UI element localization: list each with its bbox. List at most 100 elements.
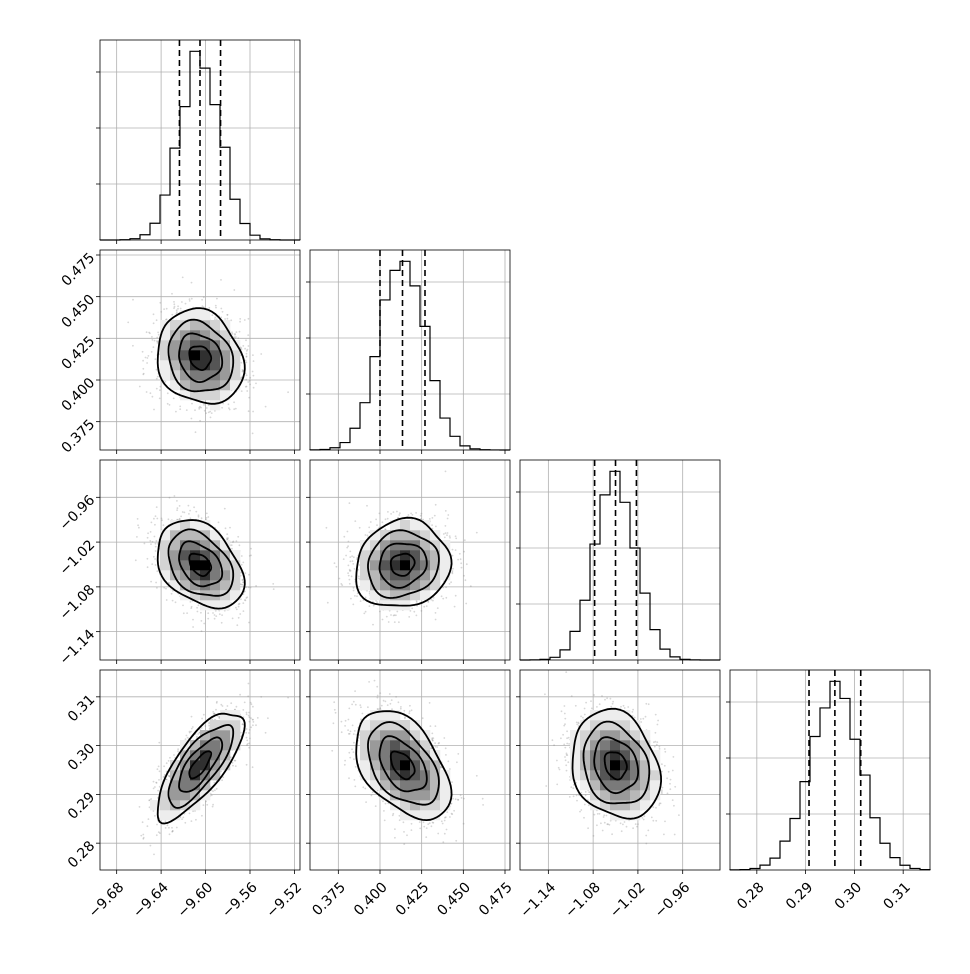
scatter-point xyxy=(137,524,140,527)
scatter-point xyxy=(200,517,203,520)
scatter-point xyxy=(154,542,157,545)
panel-3-3 xyxy=(726,669,931,874)
density-cell xyxy=(410,520,421,531)
scatter-point xyxy=(200,406,202,409)
scatter-point xyxy=(344,719,347,722)
scatter-point xyxy=(353,568,356,570)
density-cell xyxy=(410,780,421,791)
scatter-point xyxy=(189,517,192,520)
scatter-point xyxy=(428,702,431,704)
scatter-point xyxy=(442,841,445,844)
scatter-point xyxy=(240,348,243,351)
scatter-point xyxy=(457,558,459,561)
scatter-point xyxy=(146,357,149,359)
scatter-point xyxy=(163,774,166,776)
scatter-point xyxy=(428,518,431,520)
scatter-point xyxy=(195,510,198,513)
scatter-point xyxy=(146,536,149,539)
scatter-point xyxy=(376,685,379,688)
density-cell xyxy=(230,550,241,561)
scatter-point xyxy=(188,513,190,515)
scatter-point xyxy=(434,618,437,621)
scatter-point xyxy=(204,725,207,727)
scatter-point xyxy=(155,834,158,837)
scatter-point xyxy=(655,743,658,746)
scatter-point xyxy=(239,318,242,320)
density-cell xyxy=(390,730,401,741)
scatter-point xyxy=(244,599,247,602)
scatter-point xyxy=(240,376,243,379)
density-cell xyxy=(400,550,411,561)
scatter-point xyxy=(222,776,225,779)
density-cell xyxy=(160,810,171,821)
scatter-point xyxy=(647,703,650,706)
scatter-point xyxy=(215,787,218,790)
scatter-point xyxy=(233,759,236,762)
scatter-point xyxy=(149,531,152,533)
scatter-point xyxy=(587,827,589,830)
scatter-point xyxy=(239,320,242,323)
scatter-point xyxy=(379,708,381,710)
scatter-point xyxy=(138,806,141,808)
scatter-point xyxy=(387,511,389,513)
scatter-point xyxy=(203,409,206,412)
scatter-point xyxy=(190,727,193,730)
panel-frame xyxy=(519,669,721,871)
scatter-point xyxy=(420,610,423,612)
scatter-point xyxy=(582,716,584,719)
scatter-point xyxy=(596,824,598,827)
scatter-point xyxy=(175,410,177,413)
scatter-point xyxy=(235,606,237,609)
density-cell xyxy=(430,750,441,761)
density-cell xyxy=(200,550,211,561)
scatter-point xyxy=(462,822,465,825)
density-cell xyxy=(180,550,191,561)
scatter-point xyxy=(214,318,216,320)
density-cell xyxy=(390,710,401,721)
scatter-point xyxy=(151,336,153,338)
density-cell xyxy=(650,780,661,791)
scatter-point xyxy=(165,307,168,310)
scatter-point xyxy=(384,802,387,805)
density-cell xyxy=(590,730,601,741)
scatter-point xyxy=(423,825,426,828)
density-cell xyxy=(170,330,181,341)
scatter-point xyxy=(333,701,336,704)
scatter-point xyxy=(577,722,580,725)
scatter-point xyxy=(443,832,446,835)
scatter-point xyxy=(460,566,463,569)
scatter-point xyxy=(353,730,356,732)
scatter-point xyxy=(165,599,168,601)
scatter-point xyxy=(247,682,250,685)
scatter-point xyxy=(188,731,191,734)
scatter-point xyxy=(250,703,253,706)
density-cell xyxy=(230,730,241,741)
density-cell xyxy=(400,730,411,741)
scatter-point xyxy=(152,787,155,790)
density-cell xyxy=(190,760,201,771)
density-cell xyxy=(360,750,371,761)
scatter-point xyxy=(238,602,241,605)
scatter-point xyxy=(180,515,183,518)
scatter-point xyxy=(565,754,568,756)
density-cell xyxy=(360,570,371,581)
scatter-point xyxy=(234,765,237,767)
scatter-point xyxy=(173,301,175,303)
density-cell xyxy=(650,760,661,771)
scatter-point xyxy=(567,736,570,739)
x-tick-label-3-2: 0.30 xyxy=(832,879,865,912)
scatter-point xyxy=(354,520,357,522)
scatter-point xyxy=(221,406,224,409)
scatter-point xyxy=(242,709,245,711)
scatter-point xyxy=(475,531,478,534)
scatter-point xyxy=(450,812,453,815)
density-cell xyxy=(610,750,621,761)
density-cell xyxy=(420,740,431,751)
scatter-point xyxy=(243,701,246,704)
contour-0 xyxy=(188,345,213,372)
scatter-point xyxy=(460,797,463,799)
scatter-point xyxy=(342,558,345,560)
density-cell xyxy=(620,810,631,821)
scatter-point xyxy=(445,754,447,756)
scatter-point xyxy=(165,762,168,765)
